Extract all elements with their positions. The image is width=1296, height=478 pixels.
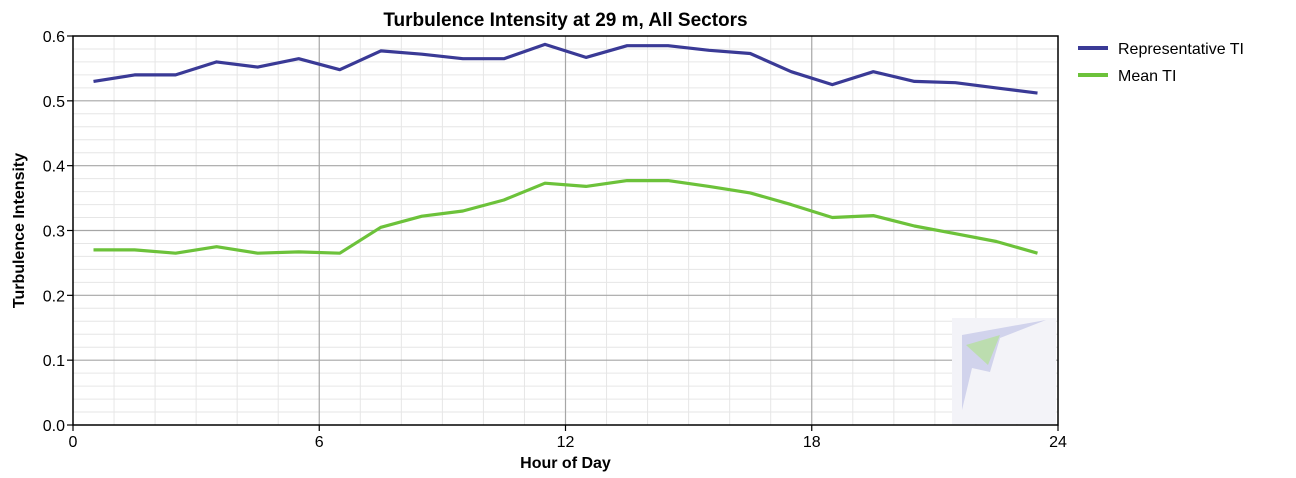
chart-title: Turbulence Intensity at 29 m, All Sector…: [383, 10, 747, 31]
x-tick-label: 0: [69, 434, 78, 451]
major-grid: [73, 36, 1058, 425]
series-layer: [93, 42, 1038, 255]
y-tick-label: 0.5: [43, 94, 65, 111]
watermark-shape: [966, 335, 1000, 365]
y-tick-label: 0.4: [43, 159, 65, 176]
y-tick-label: 0.3: [43, 224, 65, 241]
y-tick-label: 0.2: [43, 288, 65, 305]
axis-ticks: 0 6 12 18 24 0.0 0.1 0.2 0.3 0.4 0.5 0.6: [43, 29, 1067, 451]
y-tick-label: 0.6: [43, 29, 65, 46]
legend-label-mean-ti: Mean TI: [1118, 68, 1176, 85]
x-tick-label: 12: [557, 434, 575, 451]
x-tick-label: 24: [1049, 434, 1067, 451]
legend-label-representative-ti: Representative TI: [1118, 41, 1244, 58]
x-tick-label: 18: [803, 434, 821, 451]
x-tick-label: 6: [315, 434, 324, 451]
x-axis-label: Hour of Day: [520, 455, 611, 472]
legend: Representative TI Mean TI: [1078, 41, 1244, 85]
y-axis-label: Turbulence Intensity: [11, 153, 28, 308]
series-line-mean-ti: [93, 179, 1038, 255]
y-tick-label: 0.1: [43, 353, 65, 370]
logo-watermark: [952, 318, 1056, 424]
series-line-representative-ti: [93, 42, 1038, 95]
y-tick-label: 0.0: [43, 418, 65, 435]
